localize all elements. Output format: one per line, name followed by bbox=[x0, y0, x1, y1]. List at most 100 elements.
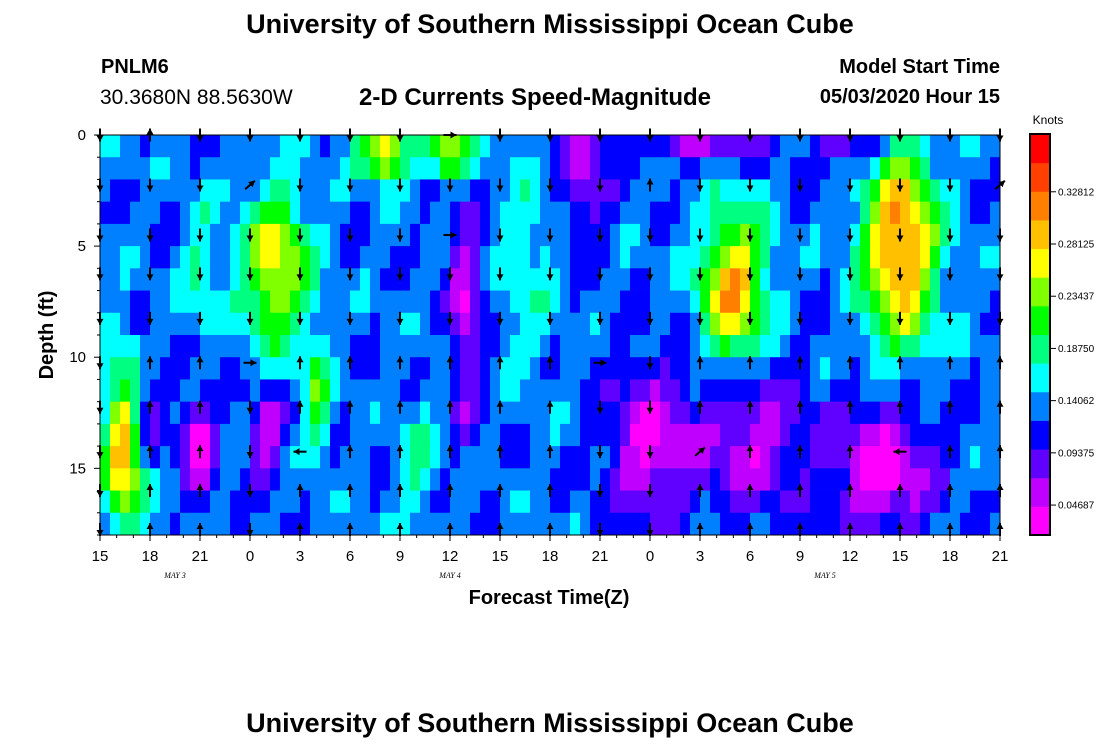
heatmap-cell bbox=[360, 468, 371, 491]
heatmap-cell bbox=[390, 312, 401, 336]
current-arrow bbox=[196, 267, 204, 281]
heatmap-cell bbox=[350, 268, 361, 291]
x-tick-label: 9 bbox=[796, 548, 804, 565]
heatmap-cell bbox=[240, 401, 251, 425]
heatmap-cell bbox=[680, 490, 691, 514]
heatmap-cell bbox=[520, 512, 531, 536]
heatmap-cell bbox=[980, 490, 991, 514]
heatmap-cell bbox=[650, 312, 661, 336]
heatmap-cell bbox=[300, 468, 311, 491]
heatmap-cell bbox=[760, 335, 771, 358]
heatmap-cell bbox=[100, 335, 111, 358]
heatmap-cell bbox=[250, 379, 261, 403]
heatmap-cell bbox=[590, 490, 601, 514]
heatmap-cell bbox=[220, 201, 231, 225]
heatmap-cell bbox=[180, 246, 191, 269]
heatmap-cell bbox=[920, 179, 931, 203]
current-arrow bbox=[946, 267, 954, 281]
heatmap-cell bbox=[730, 201, 741, 225]
heatmap-cell bbox=[710, 290, 721, 314]
heatmap-cell bbox=[170, 179, 181, 203]
heatmap-cell bbox=[140, 290, 151, 314]
heatmap-cell bbox=[690, 312, 701, 336]
heatmap-cell bbox=[870, 201, 881, 225]
heatmap-cell bbox=[460, 423, 471, 447]
heatmap-cell bbox=[540, 157, 551, 180]
heatmap-cell bbox=[700, 201, 711, 225]
x-tick-label: 0 bbox=[246, 548, 254, 565]
heatmap-cell bbox=[540, 423, 551, 447]
heatmap-cell bbox=[920, 223, 931, 247]
heatmap-cell bbox=[900, 290, 911, 314]
heatmap-cell bbox=[170, 490, 181, 514]
current-arrow bbox=[546, 522, 554, 536]
heatmap-cell bbox=[910, 223, 921, 247]
heatmap-cell bbox=[900, 179, 911, 203]
heatmap-cell bbox=[180, 335, 191, 358]
heatmap-cell bbox=[300, 223, 311, 247]
x-tick-label: 12 bbox=[442, 548, 459, 565]
heatmap-cell bbox=[620, 379, 631, 403]
heatmap-cell bbox=[600, 312, 611, 336]
heatmap-cell bbox=[190, 201, 201, 225]
current-arrow bbox=[146, 311, 154, 325]
heatmap-cell bbox=[960, 201, 971, 225]
heatmap-cell bbox=[640, 401, 651, 425]
heatmap-cell bbox=[360, 357, 371, 380]
heatmap-cell bbox=[870, 512, 881, 536]
heatmap-cell bbox=[360, 312, 371, 336]
heatmap-cell bbox=[170, 357, 181, 380]
heatmap-cell bbox=[350, 157, 361, 180]
heatmap-cell bbox=[700, 335, 711, 358]
heatmap-cell bbox=[300, 246, 311, 269]
heatmap-cell bbox=[560, 157, 571, 180]
heatmap-cell bbox=[670, 401, 681, 425]
heatmap-cell bbox=[500, 135, 511, 158]
heatmap-cell bbox=[310, 201, 321, 225]
heatmap-cell bbox=[640, 290, 651, 314]
heatmap-cell bbox=[580, 223, 591, 247]
colorbar-segment bbox=[1030, 248, 1050, 278]
heatmap-cell bbox=[800, 335, 811, 358]
current-arrow bbox=[696, 311, 704, 325]
current-arrow bbox=[896, 267, 904, 281]
heatmap-cell bbox=[740, 268, 751, 291]
heatmap-cell bbox=[100, 201, 111, 225]
heatmap-cell bbox=[990, 379, 1001, 403]
heatmap-cell bbox=[970, 312, 981, 336]
heatmap-cell bbox=[570, 423, 581, 447]
heatmap-cell bbox=[770, 246, 781, 269]
heatmap-cell bbox=[450, 312, 461, 336]
heatmap-cell bbox=[610, 490, 621, 514]
plot-title: 2-D Currents Speed-Magnitude bbox=[359, 84, 712, 111]
heatmap-cell bbox=[830, 379, 841, 403]
current-arrow bbox=[946, 356, 954, 370]
heatmap-cell bbox=[760, 246, 771, 269]
heatmap-cell bbox=[490, 135, 501, 158]
current-arrow bbox=[796, 178, 804, 192]
heatmap-cell bbox=[310, 246, 321, 269]
heatmap-cell bbox=[530, 157, 541, 180]
current-arrow bbox=[746, 445, 754, 459]
heatmap-cell bbox=[240, 468, 251, 491]
current-arrow bbox=[244, 180, 256, 190]
heatmap-cell bbox=[350, 312, 361, 336]
heatmap-cell bbox=[990, 512, 1001, 536]
current-arrow bbox=[196, 484, 204, 498]
heatmap-cell bbox=[840, 468, 851, 491]
heatmap-cell bbox=[700, 157, 711, 180]
heatmap-cell bbox=[970, 135, 981, 158]
heatmap-cell bbox=[970, 468, 981, 491]
heatmap-cell bbox=[320, 357, 331, 380]
heatmap-cell bbox=[620, 468, 631, 491]
heatmap-cell bbox=[740, 223, 751, 247]
heatmap-cell bbox=[690, 379, 701, 403]
heatmap-cell bbox=[180, 290, 191, 314]
colorbar-segment bbox=[1030, 334, 1050, 364]
colorbar-segment bbox=[1030, 506, 1050, 536]
heatmap-cell bbox=[850, 201, 861, 225]
x-tick-label: 15 bbox=[492, 548, 509, 565]
heatmap-cell bbox=[680, 201, 691, 225]
heatmap-cell bbox=[190, 312, 201, 336]
heatmap-cell bbox=[670, 268, 681, 291]
